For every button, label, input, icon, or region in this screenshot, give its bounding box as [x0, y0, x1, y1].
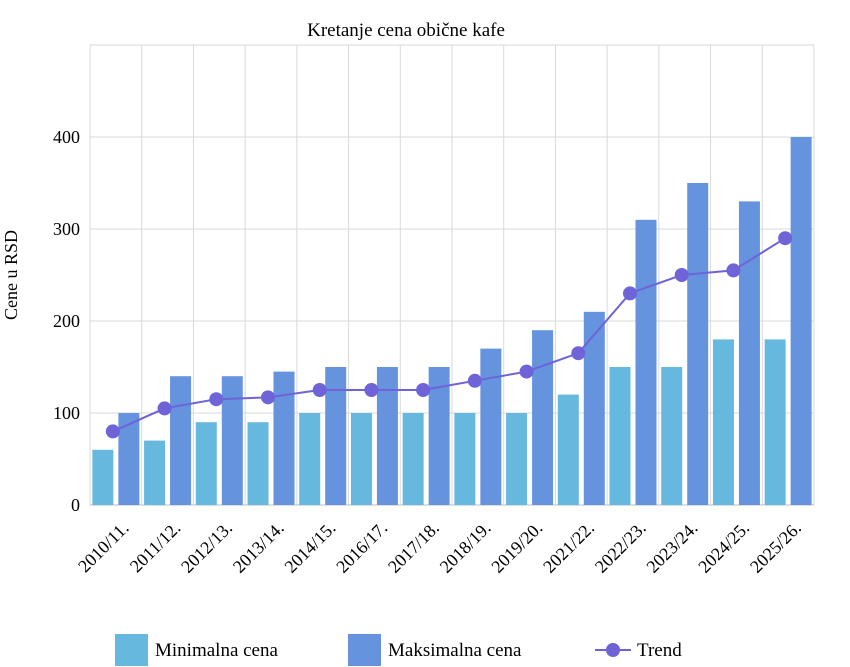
x-tick-label: 2017/18.	[384, 518, 443, 577]
trend-point	[623, 286, 637, 301]
chart-title: Kretanje cena obične kafe	[307, 20, 505, 41]
bar-max	[532, 330, 554, 505]
bar-max	[687, 183, 709, 505]
trend-line	[105, 231, 793, 439]
bar-min	[92, 449, 114, 505]
x-axis: 2010/11.2011/12.2012/13.2013/14.2014/15.…	[74, 518, 805, 577]
bar-min	[144, 440, 166, 505]
trend-point	[364, 383, 379, 397]
x-tick-label: 2011/12.	[126, 518, 185, 577]
x-tick-label: 2012/13.	[177, 518, 236, 577]
bar-min	[557, 394, 579, 505]
bar-min	[195, 422, 217, 505]
x-tick-label: 2023/24.	[642, 518, 701, 577]
bar-max	[790, 137, 812, 505]
trend-point	[778, 231, 793, 246]
bar-min	[299, 413, 321, 505]
bar-max	[118, 413, 140, 505]
legend: Minimalna cena Maksimalna cena Trend	[115, 634, 682, 666]
legend-label: Maksimalna cena	[388, 640, 522, 661]
bar-max	[221, 376, 243, 505]
bar-max	[273, 371, 295, 505]
x-tick-label: 2010/11.	[74, 518, 133, 577]
legend-label: Minimalna cena	[155, 640, 278, 661]
x-tick-label: 2022/23.	[591, 518, 650, 577]
trend-point	[209, 392, 224, 407]
trend-point	[416, 383, 431, 397]
bar-min	[402, 413, 424, 505]
trend-point	[261, 390, 275, 405]
bar-max	[583, 311, 605, 505]
bar-min	[661, 367, 683, 505]
legend-swatch-marker	[606, 643, 620, 657]
trend-point	[571, 346, 586, 361]
x-tick-label: 2016/17.	[332, 518, 391, 577]
y-axis-label: Cene u RSD	[1, 230, 21, 320]
trend-line-path	[112, 237, 786, 433]
legend-label: Trend	[637, 640, 682, 661]
trend-point	[105, 424, 120, 439]
bar-max	[738, 201, 760, 505]
bar-max	[170, 376, 192, 505]
x-tick-label: 2021/22.	[539, 518, 598, 577]
bar-max	[428, 367, 450, 505]
trend-point	[674, 268, 689, 282]
bar-max	[480, 348, 502, 505]
bar-max	[325, 367, 347, 505]
trend-point	[312, 383, 327, 397]
bar-min	[712, 339, 734, 505]
x-tick-label: 2014/15.	[280, 518, 339, 577]
y-tick-label: 400	[53, 127, 80, 147]
x-tick-label: 2024/25.	[694, 518, 753, 577]
legend-swatch	[115, 634, 148, 666]
x-tick-label: 2018/19.	[436, 518, 495, 577]
bars	[92, 137, 812, 506]
bar-min	[350, 413, 372, 505]
y-axis: 0 100 200 300 400	[53, 127, 80, 515]
trend-point	[157, 401, 172, 416]
bar-max	[635, 219, 657, 506]
y-tick-label: 100	[53, 403, 80, 423]
x-tick-label: 2013/14.	[229, 518, 288, 577]
bar-min	[454, 413, 476, 505]
legend-swatch	[348, 634, 381, 666]
bar-min	[609, 367, 631, 505]
bar-min	[506, 413, 528, 505]
y-tick-label: 200	[53, 311, 80, 331]
y-tick-label: 300	[53, 219, 80, 239]
bar-min	[764, 339, 786, 505]
trend-point	[519, 364, 534, 379]
y-tick-label: 0	[71, 495, 80, 515]
bar-min	[247, 422, 269, 505]
trend-point	[726, 263, 741, 278]
trend-point	[467, 373, 482, 388]
x-tick-label: 2019/20.	[487, 518, 546, 577]
x-tick-label: 2025/26.	[746, 518, 805, 577]
bar-max	[376, 367, 398, 505]
